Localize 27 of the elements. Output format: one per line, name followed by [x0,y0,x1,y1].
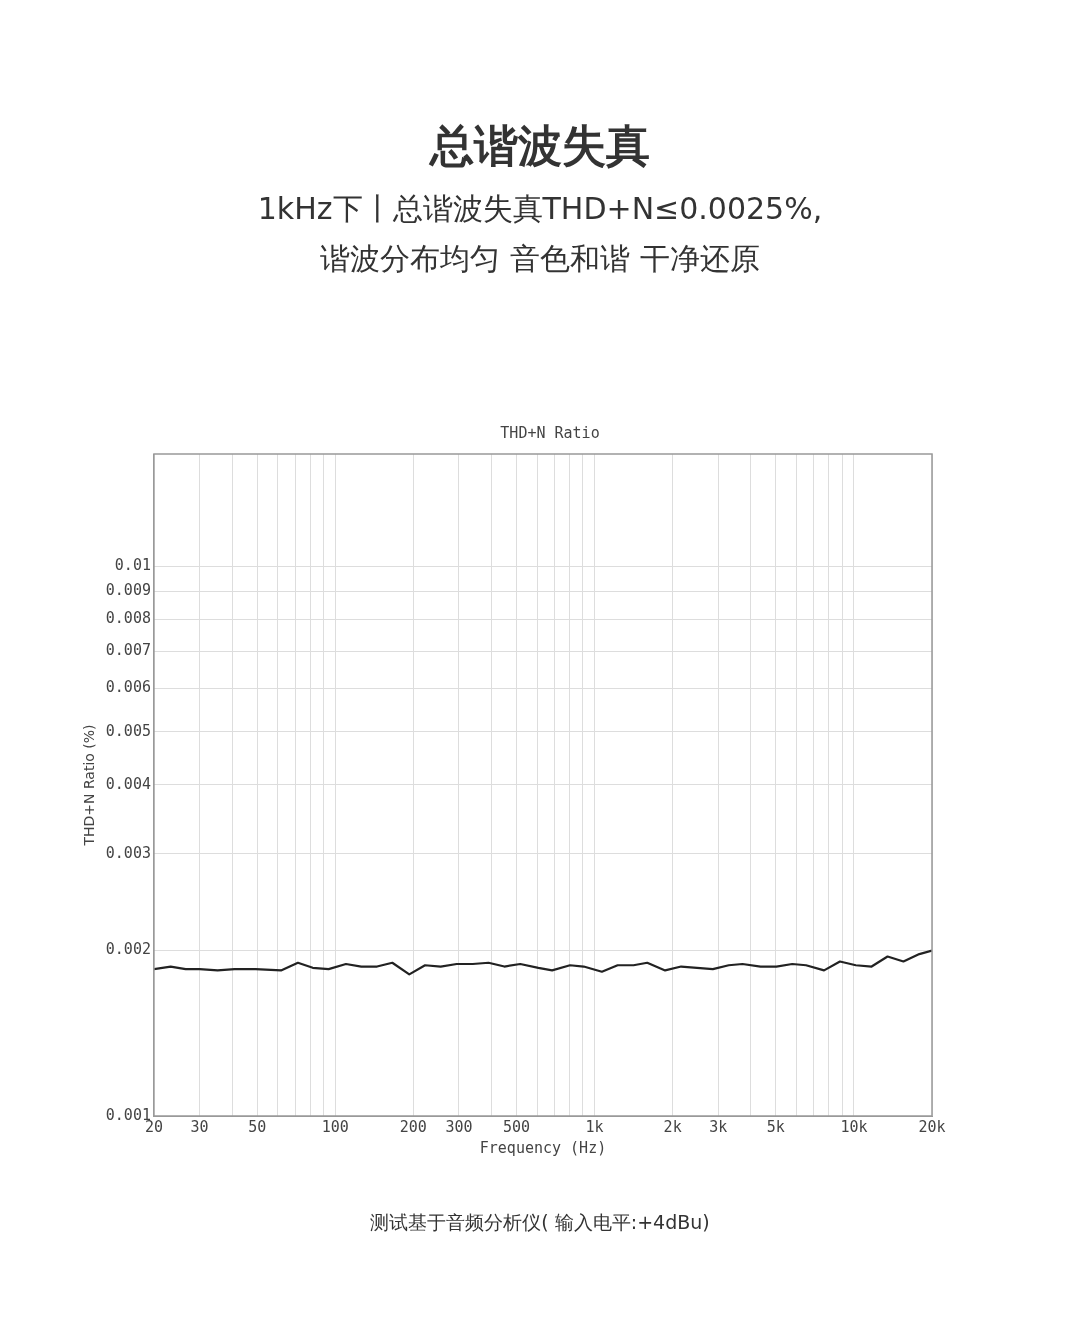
text: THD+N Ratio [499,424,601,442]
x-tick-label: 30 [190,1117,209,1136]
x-tick-label: 200 [399,1117,427,1136]
x-tick-label: 2k [663,1117,682,1136]
x-tick-label: 100 [321,1117,349,1136]
x-tick-label: 5k [766,1117,785,1136]
chart-subtitle: 1kHz下丨总谐波失真THD+N≤0.0025%, 谐波分布均匀 音色和谐 干净还原 [256,190,824,278]
y-tick-label: 0.005 [105,721,151,740]
y-tick-label: 0.01 [114,556,151,575]
x-tick-label: 500 [502,1117,531,1136]
x-axis-title: Frequency (Hz) [479,1138,607,1157]
x-tick-label: 50 [248,1117,267,1136]
y-tick-label: 0.004 [105,774,151,793]
x-tick-label: 10k [840,1117,868,1136]
x-tick-label: 300 [445,1117,473,1136]
x-tick-label: 1k [585,1117,604,1136]
y-tick-label: 0.009 [105,581,151,600]
y-tick-label: 0.003 [105,843,151,862]
y-tick-label: 0.006 [105,678,151,697]
x-tick-label: 3k [709,1117,728,1136]
x-tick-label: 20k [918,1117,946,1136]
y-tick-label: 0.002 [105,940,151,959]
y-tick-label: 0.008 [105,609,151,628]
text: 测试基于音频分析仪( 输入电平:+4dBu) [369,1210,711,1235]
chart-title: 总谐波失真 [428,119,651,173]
y-axis-title: THD+N Ratio (%) [81,724,98,847]
y-tick-label: 0.007 [105,641,151,660]
